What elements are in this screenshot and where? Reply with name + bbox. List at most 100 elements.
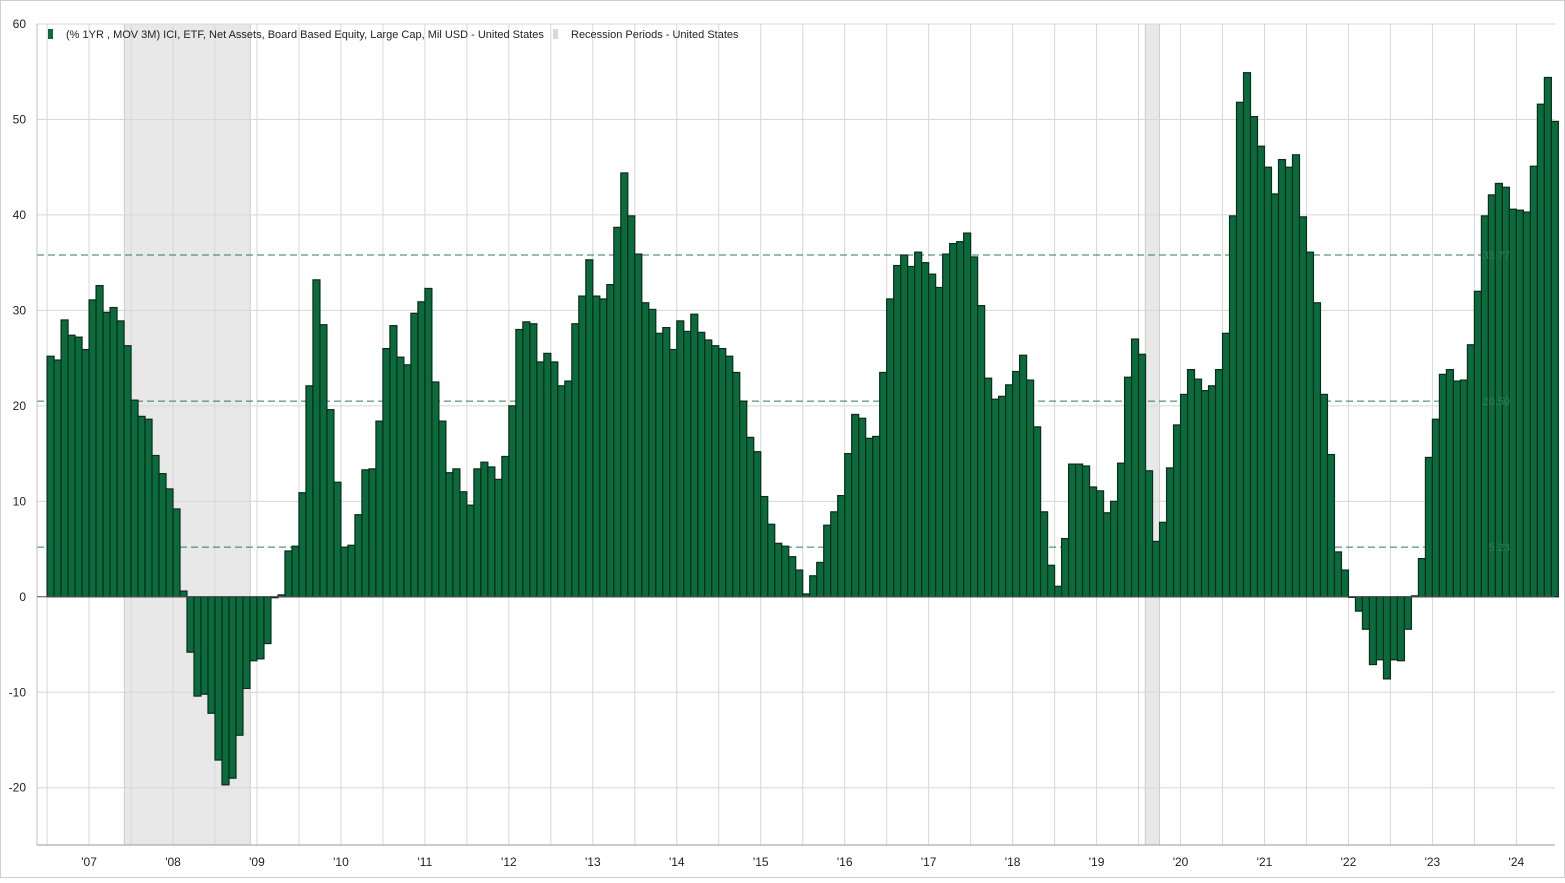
bar — [109, 306, 118, 598]
bar — [354, 514, 363, 598]
bar — [1305, 251, 1315, 598]
bar — [445, 472, 454, 598]
bar — [1053, 585, 1063, 598]
bar — [137, 415, 146, 598]
bar — [788, 556, 797, 598]
bar — [1047, 564, 1056, 598]
bar — [914, 251, 923, 598]
x-tick-label: '17 — [921, 855, 937, 869]
bar — [1452, 380, 1462, 598]
bar — [599, 298, 608, 598]
bar — [459, 491, 468, 598]
bar — [1389, 596, 1399, 661]
bar — [179, 590, 188, 598]
bar — [60, 319, 69, 598]
bar — [95, 284, 104, 598]
bar — [102, 311, 111, 598]
bar — [81, 348, 90, 598]
x-tick-label: '19 — [1089, 855, 1105, 869]
bar — [515, 328, 524, 598]
bar — [291, 545, 300, 598]
legend-recession-swatch — [553, 29, 558, 39]
bar — [242, 596, 251, 690]
bar — [1005, 384, 1014, 598]
bar — [634, 253, 643, 598]
bar — [697, 331, 706, 598]
bar — [949, 242, 958, 598]
bar — [1040, 511, 1049, 598]
bar — [613, 226, 622, 598]
bar — [1207, 385, 1217, 598]
bar — [844, 452, 853, 598]
bar — [361, 469, 370, 598]
x-tick-label: '10 — [333, 855, 349, 869]
bar — [1088, 486, 1098, 598]
bar — [312, 279, 321, 598]
bar — [284, 550, 293, 598]
bar — [928, 273, 937, 598]
bar — [753, 451, 762, 598]
bar — [1396, 596, 1406, 662]
bar — [641, 302, 650, 598]
bar — [1550, 120, 1559, 598]
bar — [739, 400, 748, 598]
bar — [865, 437, 874, 598]
bar — [319, 324, 328, 598]
bar — [1109, 500, 1119, 598]
bar — [1473, 290, 1482, 598]
legend-series-label: (% 1YR , MOV 3M) ICI, ETF, Net Assets, B… — [66, 29, 544, 41]
bar — [711, 345, 720, 598]
y-tick-label: 60 — [13, 17, 27, 31]
bar — [1536, 103, 1545, 598]
bar — [452, 468, 461, 598]
bar — [662, 326, 671, 598]
bar — [585, 259, 594, 598]
bar — [655, 332, 664, 598]
bar — [809, 575, 818, 598]
bar — [823, 524, 832, 598]
bar — [1298, 216, 1308, 598]
bar — [1095, 490, 1105, 598]
x-tick-label: '13 — [585, 855, 601, 869]
bar — [1019, 354, 1028, 598]
bar — [305, 385, 314, 598]
bar — [1284, 166, 1294, 598]
bar — [347, 544, 356, 598]
bar — [1137, 353, 1147, 598]
bar — [165, 488, 174, 598]
x-tick-label: '22 — [1341, 855, 1357, 869]
bar — [424, 287, 433, 598]
bar — [578, 295, 587, 598]
bar — [1221, 332, 1231, 598]
bar — [984, 377, 993, 598]
bar — [1242, 72, 1252, 598]
bar — [1102, 512, 1112, 598]
bar — [837, 494, 846, 598]
x-tick-label: '18 — [1005, 855, 1021, 869]
bar — [172, 508, 181, 598]
y-tick-label: -10 — [9, 685, 27, 699]
bar — [942, 253, 951, 598]
bar — [144, 418, 153, 598]
axes-layer: 60 50 40 30 20 10 0 -10 -20 '07 '08 '09 '10 '11 '12 '13… — [9, 17, 1555, 869]
bar — [907, 265, 916, 598]
bar — [774, 542, 783, 598]
bar — [214, 596, 223, 761]
bar — [732, 371, 741, 598]
bar — [767, 523, 776, 598]
bar — [74, 336, 83, 598]
bar — [543, 352, 552, 598]
bar — [1067, 463, 1077, 598]
bar — [1158, 521, 1168, 598]
bar — [193, 596, 202, 697]
bar — [200, 596, 209, 695]
bar — [1081, 465, 1091, 598]
bar — [1249, 116, 1259, 598]
bar — [263, 596, 272, 645]
y-tick-label: 0 — [19, 590, 26, 604]
bar — [235, 596, 244, 736]
bar — [830, 511, 839, 598]
bar — [158, 473, 167, 598]
x-tick-label: '11 — [418, 855, 433, 869]
